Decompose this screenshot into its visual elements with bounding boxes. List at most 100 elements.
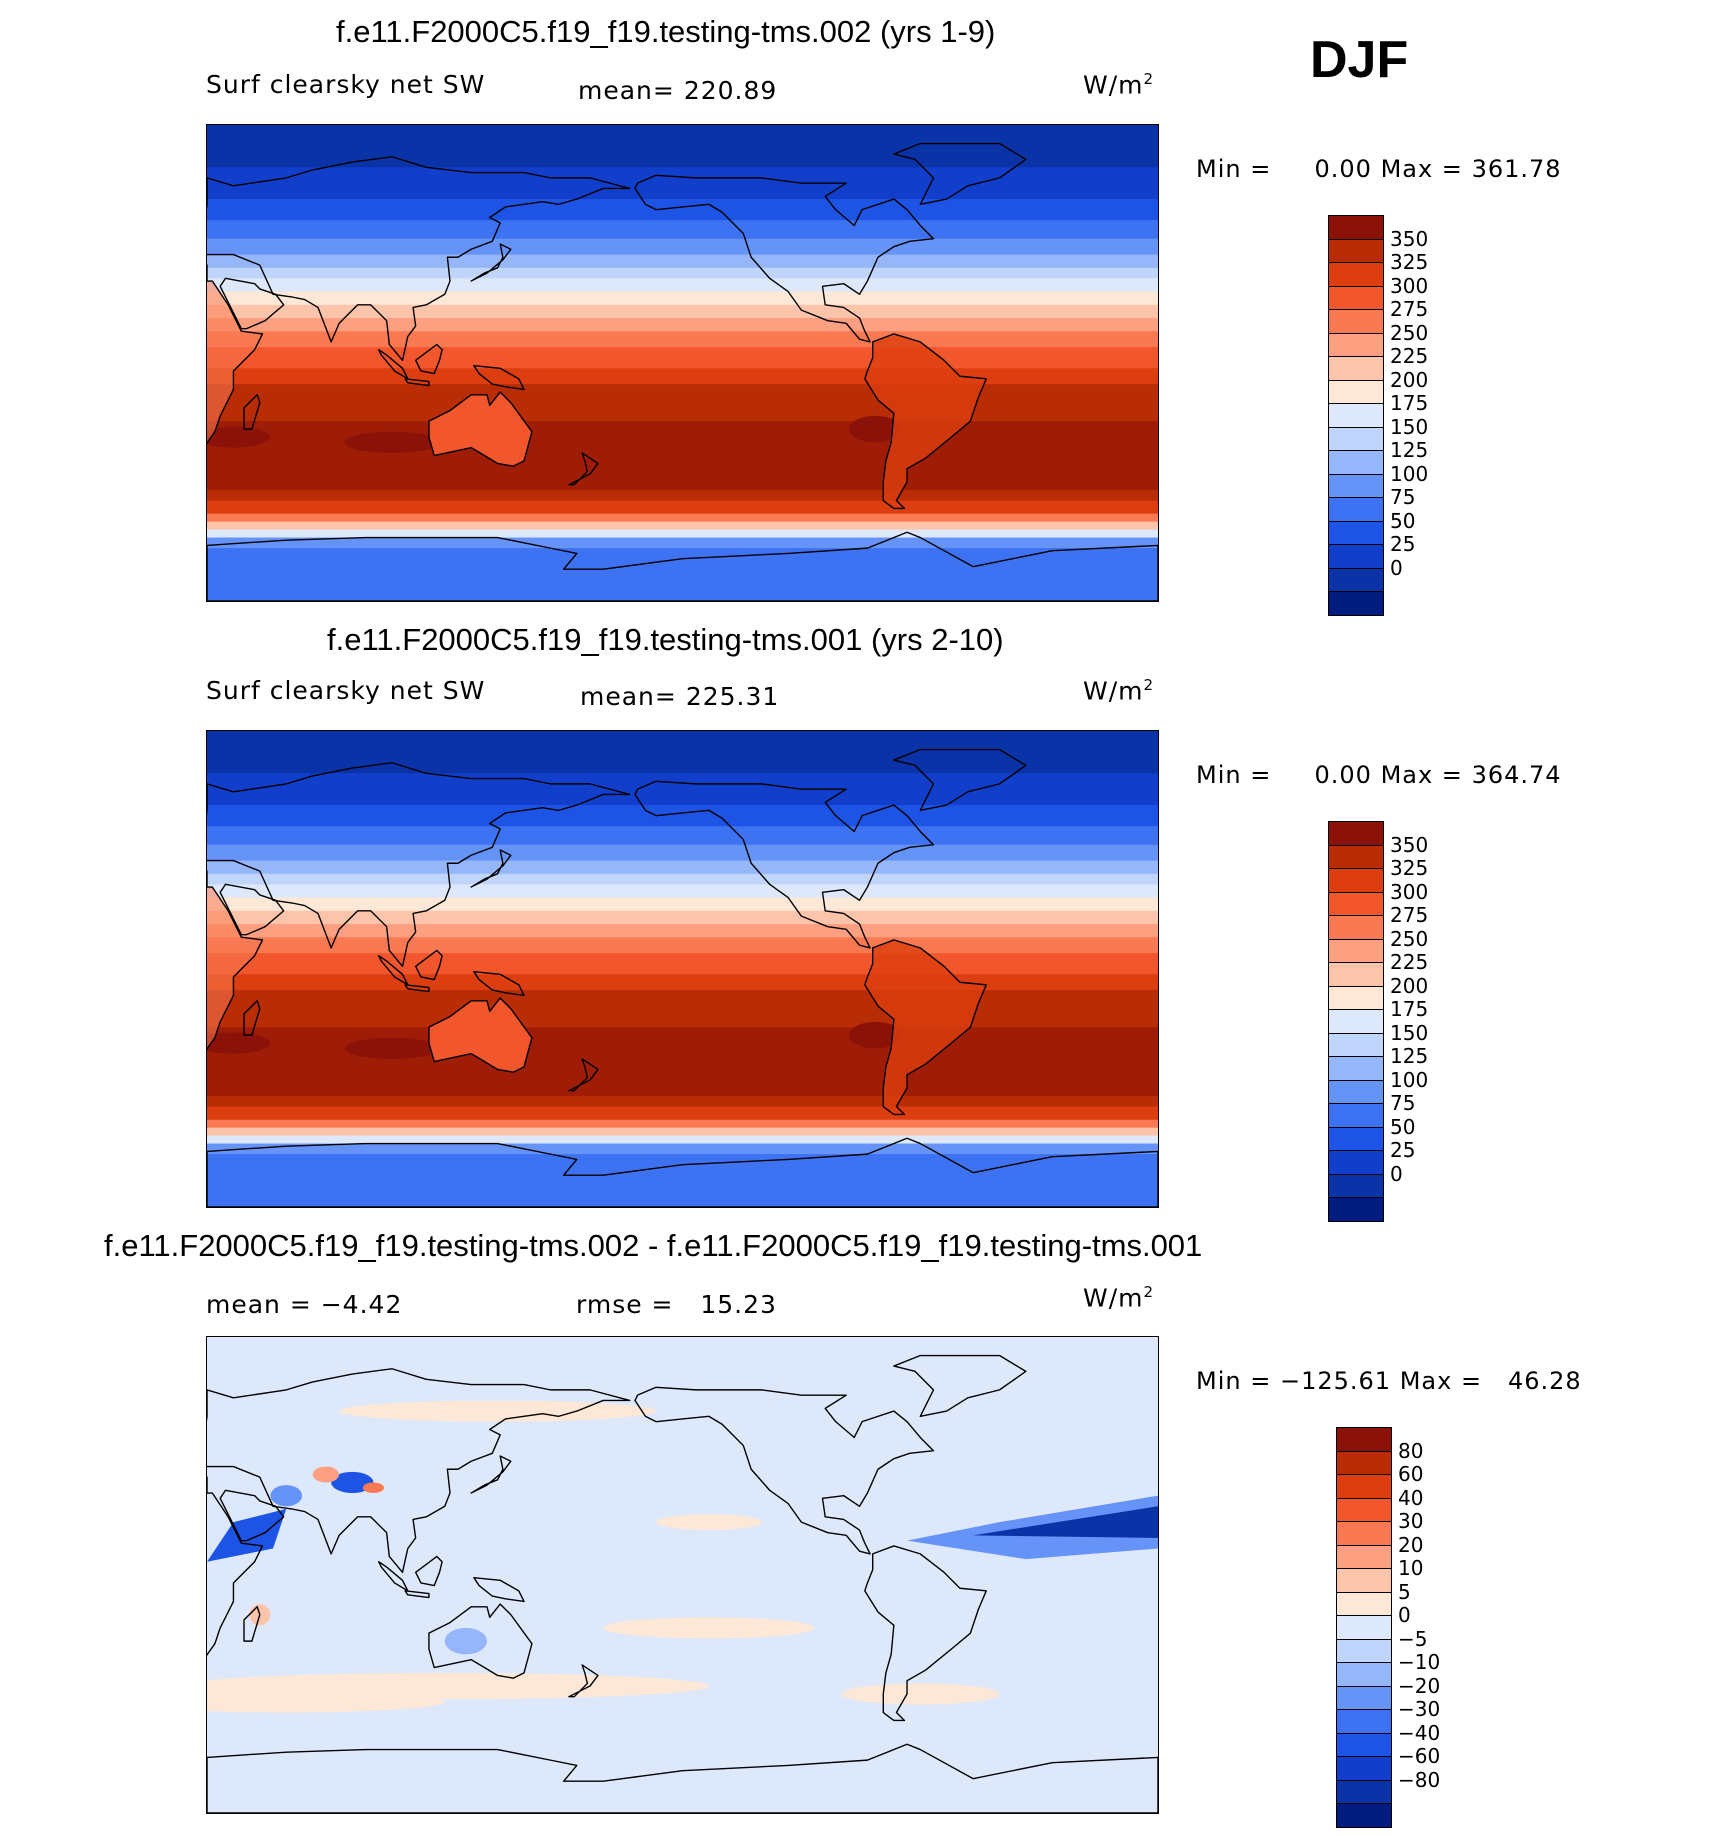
coastline [473, 970, 525, 997]
field-band [207, 731, 1158, 774]
colorbar-tick-label: 125 [1390, 438, 1429, 462]
colorbar-tick-label: 50 [1390, 1114, 1416, 1139]
panel3-units-text: W/m [1083, 1283, 1144, 1313]
field-band [207, 304, 1158, 319]
panel1-units-text: W/m [1083, 70, 1144, 100]
coastline [207, 264, 264, 445]
field-band [207, 924, 1158, 938]
colorbar-swatch [1336, 1756, 1392, 1781]
colorbar-tick-label: 25 [1390, 1138, 1416, 1162]
colorbar-swatch [1328, 379, 1384, 404]
coastline [568, 1058, 599, 1092]
panel2-title: f.e11.F2000C5.f19_f19.testing-tms.001 (y… [327, 622, 1004, 657]
colorbar-swatch [1328, 1056, 1384, 1081]
coastline [473, 1576, 525, 1603]
field-band [207, 1135, 1158, 1145]
field-band [207, 384, 1158, 406]
coastline [207, 1368, 631, 1574]
colorbar-tick-label: 80 [1398, 1438, 1424, 1463]
panel3-rmse-value: 15.23 [700, 1290, 777, 1319]
panel1-map-svg [207, 125, 1158, 601]
coastline [893, 142, 1027, 206]
coastline [404, 378, 430, 387]
colorbar-tick-label: −80 [1398, 1767, 1441, 1792]
colorbar-swatch [1328, 285, 1384, 310]
field-negative-patch [207, 1508, 287, 1562]
field-band [207, 860, 1158, 875]
colorbar-tick-label: −20 [1398, 1673, 1441, 1698]
coastline [864, 939, 987, 1116]
colorbar-swatch [1328, 215, 1384, 240]
field-band [207, 805, 1158, 827]
field-band [207, 537, 1158, 549]
panel1-units: W/m2 [1083, 70, 1154, 99]
colorbar-swatch [1336, 1662, 1392, 1687]
colorbar-swatch [1336, 1709, 1392, 1734]
field-band [207, 521, 1158, 531]
coastline [473, 364, 525, 391]
panel2-max-value: 364.74 [1471, 761, 1562, 789]
panel1-max-value: 361.78 [1471, 155, 1562, 183]
panel3-min-value: −125.61 [1279, 1367, 1392, 1395]
colorbar-swatch [1328, 332, 1384, 357]
coastline-layer [207, 142, 1158, 601]
colorbar-swatch [1336, 1474, 1392, 1499]
panel2-variable-label: Surf clearsky net SW [206, 676, 486, 705]
coastline [470, 1455, 512, 1494]
coastline [207, 156, 631, 362]
field-band [207, 1154, 1158, 1207]
colorbar-tick-label: 300 [1390, 273, 1429, 298]
colorbar-swatch [1328, 426, 1384, 451]
coastline [470, 243, 512, 282]
field-band [207, 844, 1158, 862]
colorbar-tick-label: 0 [1398, 1603, 1411, 1627]
coastline [893, 748, 1027, 812]
field-band [207, 773, 1158, 806]
panel2-mean-value: 225.31 [685, 682, 780, 711]
colorbar-tick-label: 150 [1390, 414, 1429, 439]
panel1-mean-label: mean= 220.89 [578, 76, 777, 105]
colorbar-swatch [1328, 962, 1384, 987]
colorbar-swatch [1328, 1173, 1384, 1198]
coastline-layer [207, 1354, 1158, 1813]
colorbar-swatch [1336, 1591, 1392, 1616]
colorbar-tick-label: 100 [1390, 1067, 1429, 1092]
field-band [207, 910, 1158, 925]
colorbar-tick-label: 225 [1390, 950, 1429, 974]
colorbar-swatch [1328, 309, 1384, 334]
colorbar-tick-label: 150 [1390, 1020, 1429, 1045]
colorbar-swatch [1328, 544, 1384, 569]
colorbar-swatch [1336, 1544, 1392, 1569]
field-positive-patch [656, 1514, 762, 1531]
coastline [219, 277, 285, 330]
panel3-map-svg [207, 1337, 1158, 1813]
panel2-units: W/m2 [1083, 676, 1154, 705]
colorbar-swatch [1336, 1779, 1392, 1804]
colorbar-swatch [1328, 891, 1384, 916]
field-max-spot [848, 415, 902, 443]
colorbar-swatch [1328, 868, 1384, 893]
field-land-tint [207, 871, 263, 1049]
field-anomaly-spot [331, 1471, 374, 1494]
colorbar-tick-label: −10 [1398, 1650, 1441, 1674]
field-land-tint [864, 333, 987, 509]
field-anomaly-spot [312, 1466, 340, 1483]
coastline [207, 1137, 1158, 1207]
colorbar-tick-label: 25 [1390, 532, 1416, 556]
field-band [207, 974, 1158, 991]
colorbar-swatch [1328, 450, 1384, 475]
colorbar-swatch [1328, 1103, 1384, 1128]
field-band [207, 1027, 1158, 1096]
coastline [207, 762, 631, 968]
field-band [207, 1106, 1158, 1121]
colorbar-tick-label: 250 [1390, 926, 1429, 951]
field-layer [207, 125, 1158, 601]
colorbar-tick-label: 20 [1398, 1532, 1424, 1557]
colorbar-swatch [1328, 520, 1384, 545]
field-positive-patch [207, 1691, 445, 1713]
coastline [568, 452, 599, 486]
colorbar-tick-label: −5 [1398, 1626, 1428, 1651]
field-band [207, 318, 1158, 332]
coastline [893, 1354, 1027, 1418]
coastline [414, 1555, 443, 1587]
